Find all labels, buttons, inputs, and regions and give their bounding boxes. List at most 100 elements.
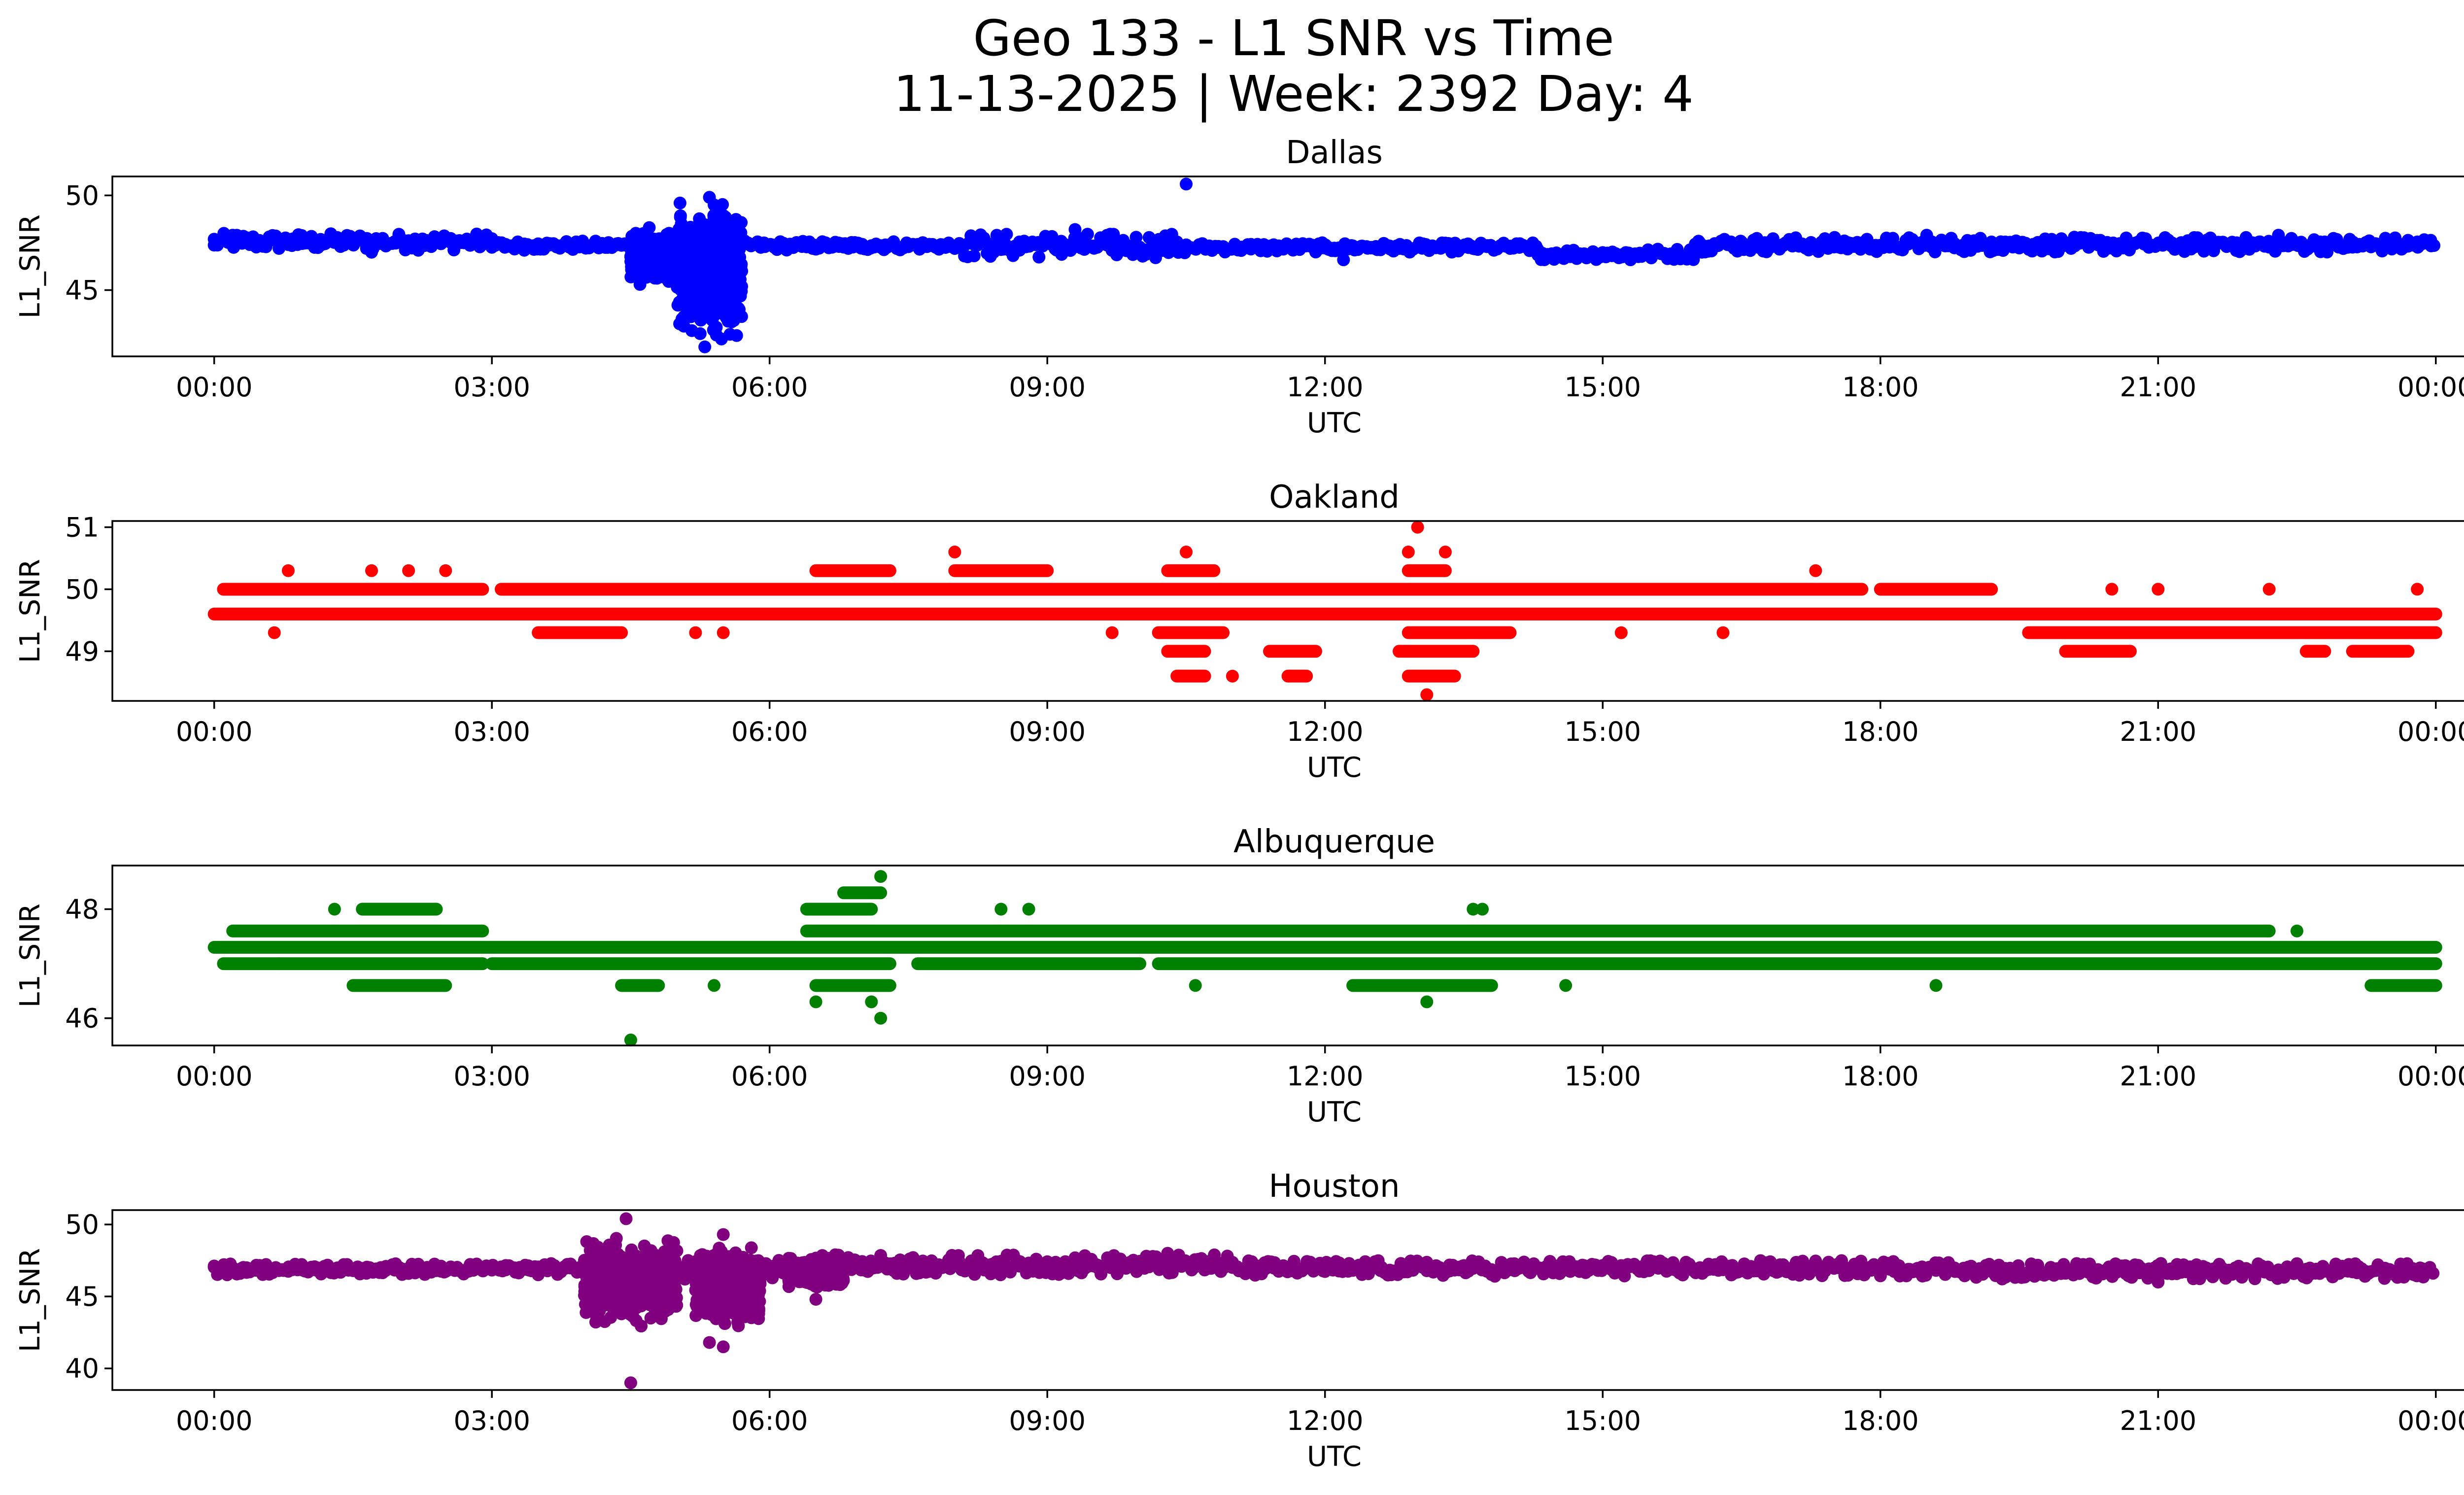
data-point xyxy=(1032,250,1046,264)
data-point xyxy=(617,1280,631,1293)
data-point xyxy=(1226,669,1239,683)
data-point xyxy=(745,1241,758,1254)
data-point xyxy=(617,1305,631,1319)
x-tick-label: 00:00 xyxy=(2397,1061,2464,1092)
x-axis-label: UTC xyxy=(1307,1096,1362,1128)
data-point xyxy=(653,1298,667,1312)
data-point xyxy=(1809,564,1822,577)
data-point xyxy=(680,284,693,298)
data-point xyxy=(263,230,276,243)
data-point xyxy=(717,626,730,639)
data-point xyxy=(716,1283,729,1295)
data-point xyxy=(646,1289,658,1302)
data-point xyxy=(1420,688,1434,701)
data-point xyxy=(1920,229,1933,242)
y-tick-label: 45 xyxy=(65,275,99,306)
data-point xyxy=(281,564,295,577)
data-point xyxy=(1189,979,1202,992)
data-point xyxy=(698,340,712,353)
data-point xyxy=(715,234,728,247)
x-tick-label: 06:00 xyxy=(731,716,808,747)
data-point xyxy=(673,317,686,330)
data-point xyxy=(874,1011,888,1025)
data-point xyxy=(865,995,878,1008)
data-point xyxy=(718,1317,731,1330)
data-point xyxy=(365,245,378,259)
x-tick-label: 15:00 xyxy=(1564,1061,1641,1092)
data-point xyxy=(673,196,686,209)
data-point xyxy=(662,1277,675,1290)
x-tick-label: 00:00 xyxy=(176,1061,253,1092)
y-tick-label: 50 xyxy=(65,574,99,605)
plot-area-frame xyxy=(111,865,2464,1046)
data-point xyxy=(589,1316,602,1329)
data-point xyxy=(691,1263,705,1277)
data-point xyxy=(583,1244,597,1257)
x-tick-label: 00:00 xyxy=(2397,716,2464,747)
x-tick-label: 00:00 xyxy=(2397,372,2464,403)
x-tick-label: 21:00 xyxy=(2120,716,2196,747)
data-point xyxy=(603,1238,616,1252)
x-tick-label: 12:00 xyxy=(1287,1061,1364,1092)
x-tick-label: 21:00 xyxy=(2120,372,2196,403)
data-point xyxy=(2291,924,2303,938)
data-point xyxy=(2425,1265,2438,1279)
x-tick-label: 00:00 xyxy=(176,716,253,747)
data-point xyxy=(713,1242,726,1255)
data-point xyxy=(809,995,822,1008)
data-point xyxy=(1022,903,1035,916)
x-tick-label: 12:00 xyxy=(1287,716,1364,747)
data-point xyxy=(613,1295,626,1309)
data-point xyxy=(733,273,746,286)
data-point xyxy=(1411,521,1424,534)
data-point xyxy=(2425,239,2438,252)
x-tick-label: 03:00 xyxy=(453,1061,530,1092)
data-point xyxy=(633,278,647,291)
data-point xyxy=(2262,583,2276,596)
data-point xyxy=(584,1281,597,1293)
y-axis-label: L1_SNR xyxy=(14,559,46,663)
data-point xyxy=(712,220,725,233)
data-point xyxy=(1402,545,1415,558)
x-tick-label: 15:00 xyxy=(1564,372,1641,403)
data-point xyxy=(643,221,656,234)
data-point xyxy=(402,564,415,577)
scatter-series xyxy=(207,521,2442,701)
y-axis-label: L1_SNR xyxy=(14,904,46,1008)
data-point xyxy=(2105,583,2119,596)
data-point xyxy=(1068,223,1082,236)
subplot-title: Dallas xyxy=(1286,135,1383,171)
data-point xyxy=(2152,583,2165,596)
x-axis-label: UTC xyxy=(1307,752,1362,784)
data-point xyxy=(668,1255,682,1269)
data-point xyxy=(1180,177,1193,191)
x-tick-label: 09:00 xyxy=(1009,716,1086,747)
plot-area-frame xyxy=(111,520,2464,702)
data-point xyxy=(1929,979,1943,992)
data-point xyxy=(645,1248,658,1260)
data-point xyxy=(1624,253,1637,267)
x-tick-label: 18:00 xyxy=(1842,372,1919,403)
data-point xyxy=(874,870,888,883)
data-point xyxy=(726,304,739,317)
data-point xyxy=(268,626,281,639)
data-point xyxy=(948,545,961,558)
data-point xyxy=(1180,545,1193,558)
data-point xyxy=(643,1279,656,1292)
data-point xyxy=(226,229,240,242)
data-point xyxy=(1467,903,1480,916)
data-point xyxy=(723,328,737,341)
x-tick-label: 00:00 xyxy=(176,372,253,403)
data-point xyxy=(734,260,748,273)
subplot-title: Oakland xyxy=(1269,479,1400,516)
data-point xyxy=(691,276,705,289)
data-point xyxy=(641,1264,654,1277)
data-point xyxy=(734,284,747,298)
data-point xyxy=(967,249,981,263)
data-point xyxy=(700,1286,714,1299)
data-point xyxy=(599,1285,612,1298)
x-tick-label: 09:00 xyxy=(1009,372,1086,403)
data-point xyxy=(733,1279,746,1292)
